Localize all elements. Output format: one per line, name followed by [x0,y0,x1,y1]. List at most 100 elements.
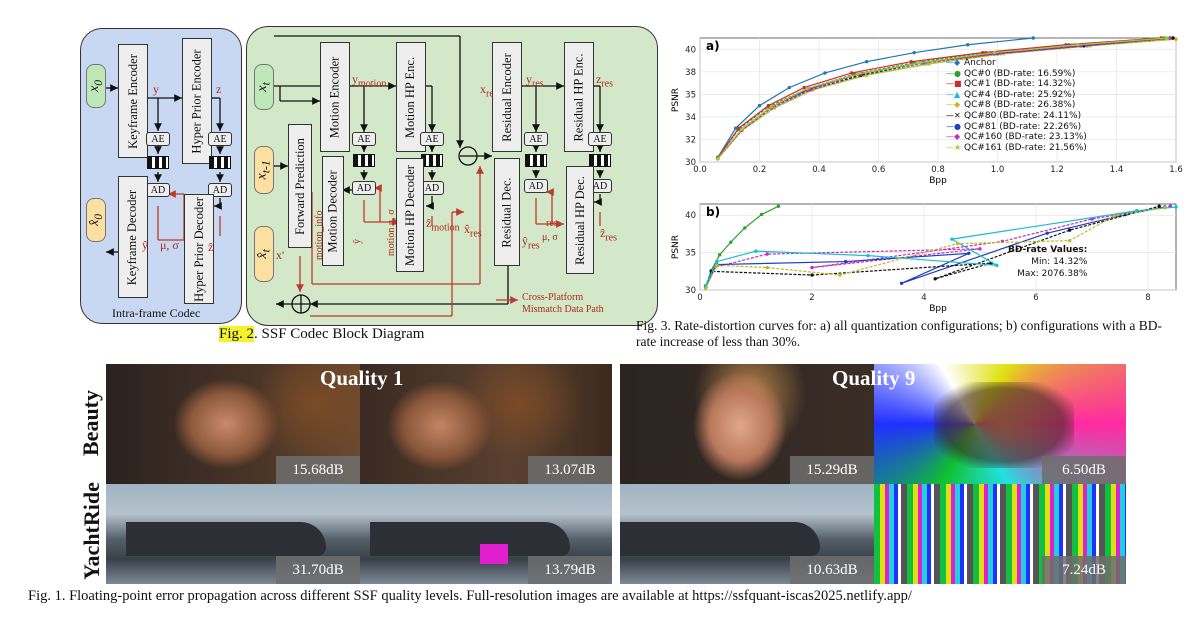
fig3b-plot: 0 2 4 6 8 30 35 40 Bpp PSNR b) [636,196,1182,316]
data-point [787,85,791,90]
legend-swatch: —■ [946,79,962,89]
data-point [1168,36,1172,40]
diagram-arrows [106,35,604,317]
mismatch-path-legend: Cross-Platform Mismatch Data Path [522,292,604,315]
x-tick-label: 0.4 [812,165,826,175]
data-point [1174,205,1178,209]
yacht-hull [620,522,820,556]
ae-block: AE [588,132,612,146]
data-point [808,88,812,92]
quality-1-title: Quality 1 [320,366,404,390]
data-point [765,265,769,270]
fig3b-svg: 0 2 4 6 8 30 35 40 Bpp PSNR b) [671,203,1178,314]
data-point [866,253,870,258]
z-label: z [216,82,222,96]
mu-sigma-label: μ, σ [160,238,179,252]
x-tick-label: 1.6 [1169,165,1183,175]
hyper-prior-decoder-block: Hyper Prior Decoder [184,194,214,304]
data-point [802,85,806,90]
data-point [1076,43,1080,47]
bd-rate-min: Min: 14.32% [1031,257,1088,267]
bd-rate-max: Max: 2076.38% [1017,269,1088,279]
legend-swatch: —◆ [946,58,961,67]
row-label-yachtride: YachtRide [79,482,104,580]
data-point [772,106,777,110]
hyper-prior-encoder-block: Hyper Prior Encoder [182,38,212,164]
data-point [1135,209,1139,213]
x-tick-label: 0 [697,293,702,303]
legend-label: QC#1 (BD-rate: 14.32%) [964,79,1076,90]
psnr-badge: 6.50dB [1042,456,1126,484]
data-point [995,263,999,268]
y-tick-label: 34 [685,113,696,123]
artifact-block [480,544,508,564]
yacht-hull [126,522,326,556]
bitstream-icon [147,156,169,169]
y-tick-label: 30 [685,286,696,296]
data-point [1067,228,1072,232]
xt-1-input: xt-1 [254,146,274,194]
data-point [743,226,747,230]
x0hat-output: x̂0 [86,198,106,242]
y-tick-label: 35 [685,249,696,259]
fig2-block-diagram: x0 Keyframe Encoder Hyper Prior Encoder … [80,26,660,326]
ae-block: AE [420,132,444,146]
x-tick-label: 8 [1145,293,1150,303]
y-tick-label: 35 [685,90,696,100]
legend-label: Anchor [964,58,996,68]
data-point [1031,36,1035,40]
data-point [855,72,860,76]
row-label-beauty: Beauty [78,390,103,456]
data-point [1163,206,1167,210]
fig2-caption: Fig. 2. SSF Codec Block Diagram [219,326,425,342]
x-tick-label: 0.2 [753,165,767,175]
residual-dec-block: Residual Dec. [494,158,520,266]
data-point [1112,214,1117,218]
data-point [950,237,954,241]
series-line [705,206,1177,286]
xthat-output: x̂t [254,226,274,282]
data-point [754,249,758,253]
bitstream-icon [589,154,611,167]
data-point [955,241,960,246]
x-tick-label: 0.8 [931,165,945,175]
legend-swatch: —● [946,68,961,78]
forward-prediction-block: Forward Prediction [288,124,312,248]
data-point [1067,238,1072,243]
fig3a-plot: 0.0 0.2 0.4 0.6 0.8 1.0 1.2 1.4 1.6 30 32 34 35 38 40 B… [636,30,1183,200]
psnr-badge: 15.68dB [276,456,360,484]
data-point [933,277,937,281]
fig3a-svg: 0.0 0.2 0.4 0.6 0.8 1.0 1.2 1.4 1.6 30 32 34 35 38 40 B… [671,36,1183,186]
x-tick-label: 2 [809,293,814,303]
intra-title: Intra-frame Codec [112,306,201,320]
series-line [705,207,1165,289]
legend-entry: —◆ QC#8 (BD-rate: 26.38%) [946,100,1087,111]
legend-label: QC#80 (BD-rate: 24.11%) [964,110,1082,121]
legend-entry: —■ QC#1 (BD-rate: 14.32%) [946,79,1087,90]
ae-block: AE [208,132,232,146]
legend-label: QC#4 (BD-rate: 25.92%) [964,89,1076,100]
yacht-q9-frame-a: 10.63dB [620,484,874,584]
res-label: res [546,218,558,229]
x-tick-label: 1.4 [1110,165,1124,175]
data-point [1157,204,1161,208]
ad-block: AD [524,179,548,193]
x-tick-label: 4 [921,293,926,303]
bitstream-icon [525,154,547,167]
bitstream-icon [209,156,231,169]
x-res-hat-label: x̂res [464,222,482,240]
psnr-badge: 13.07dB [528,456,612,484]
data-point [838,273,842,277]
z-res-hat-label: ẑres [600,226,617,244]
data-point [843,259,848,264]
yacht-hull [370,522,570,556]
data-point [1174,37,1178,41]
ae-block: AE [146,132,170,146]
data-point [864,59,869,64]
y-tick-label: 30 [685,158,696,168]
data-point [810,265,814,270]
x-axis-label: Bpp [929,304,947,314]
data-point [715,263,719,268]
psnr-badge: 7.24dB [1042,556,1126,584]
y-motion-hat-label: ŷ [352,239,363,244]
